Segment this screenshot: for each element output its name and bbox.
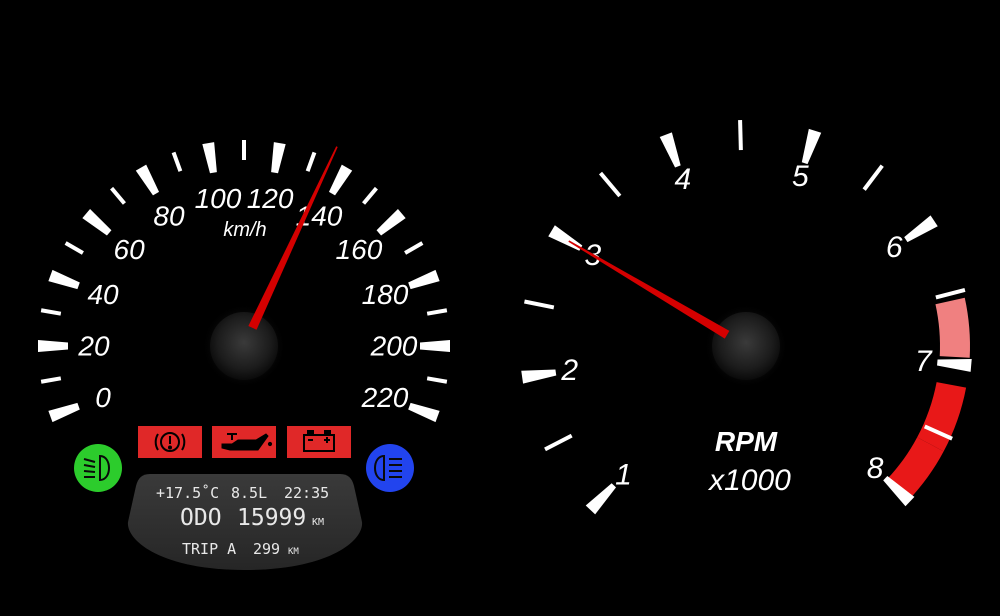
trip-value: 299 (253, 540, 280, 558)
speedometer-minor-tick (404, 241, 424, 255)
trip-label: TRIP A (182, 540, 236, 558)
speedometer-major-tick (271, 142, 286, 174)
odometer-unit: KM (312, 517, 324, 528)
speedometer-minor-tick (426, 376, 448, 384)
speedometer-minor-tick (171, 151, 183, 172)
tachometer-label: 5 (792, 160, 809, 193)
trip-unit: KM (288, 547, 299, 557)
tachometer-needle-bar (568, 240, 730, 339)
tachometer-major-tick (937, 358, 972, 372)
speedometer-hub (210, 312, 278, 380)
low-beam-icon (83, 454, 110, 482)
speedometer-major-tick (202, 142, 217, 174)
high-beam-indicator (366, 444, 414, 492)
speedometer-label: 40 (87, 279, 119, 310)
battery-warning-icon (303, 430, 335, 452)
tachometer-major-tick (521, 369, 557, 384)
speedometer-label: 20 (77, 331, 110, 362)
speedometer-label: 220 (361, 382, 409, 413)
speedometer-needle-bar (248, 146, 338, 330)
tachometer-label: 2 (560, 354, 578, 387)
tachometer-minor-tick (738, 120, 743, 151)
speedometer-minor-tick (305, 151, 317, 172)
tachometer-minor-tick (524, 299, 555, 310)
redline-segment (917, 382, 967, 452)
tachometer-needle (568, 240, 730, 339)
tachometer-minor-tick (598, 171, 622, 198)
battery-warning-light (287, 426, 351, 458)
high-beam-icon (374, 454, 402, 482)
speedometer-minor-tick (40, 308, 62, 316)
speedometer-label: 180 (362, 279, 409, 310)
redline-segment (935, 297, 970, 358)
tachometer-label: 4 (674, 163, 691, 196)
odometer-value: 15999 (237, 505, 306, 531)
warning-lights (138, 426, 351, 458)
rpm-multiplier: x1000 (707, 464, 791, 497)
speedometer-needle (248, 146, 338, 330)
tachometer-major-tick (585, 483, 617, 515)
speedometer-minor-tick (426, 308, 448, 316)
speedometer-minor-tick (64, 241, 84, 255)
brake-warning-icon (154, 432, 186, 452)
redline-segment (886, 437, 944, 501)
speedometer-major-tick (135, 164, 160, 196)
speedometer-major-tick (328, 164, 353, 196)
tachometer-major-tick (801, 128, 822, 165)
speedometer-minor-tick (110, 186, 126, 205)
speedometer-ticks (38, 140, 450, 423)
tachometer-label: 7 (915, 345, 933, 378)
speedometer-major-tick (376, 208, 406, 236)
speedometer-minor-tick (242, 140, 246, 160)
tachometer-minor-tick (862, 164, 884, 191)
tachometer-label: 1 (615, 459, 632, 492)
tachometer-major-tick (659, 132, 681, 168)
fuel-readout: 8.5L (231, 484, 267, 502)
low-beam-indicator (74, 444, 122, 492)
tachometer-minor-tick (935, 288, 966, 300)
temperature-readout: +17.5˚C (156, 484, 219, 502)
info-display: +17.5˚C 8.5L 22:35 ODO 15999 KM TRIP A 2… (127, 474, 363, 570)
tachometer-label: 8 (867, 452, 884, 485)
speedometer-major-tick (38, 340, 68, 352)
tachometer-major-tick (883, 475, 915, 507)
speedometer-label: 160 (336, 234, 383, 265)
speedometer-label: 100 (195, 183, 242, 214)
tachometer-major-tick (904, 215, 938, 243)
speedometer-label: 0 (95, 382, 111, 413)
speedometer-minor-tick (40, 376, 62, 384)
tachometer-minor-tick (544, 433, 573, 452)
tachometer-hub (712, 312, 780, 380)
oil-pressure-icon (221, 433, 273, 451)
info-display-panel (127, 474, 363, 570)
rpm-title: RPM (715, 426, 778, 457)
speedometer-label: 80 (153, 201, 185, 232)
tachometer-minor-tick (923, 424, 953, 441)
speed-unit-label: km/h (223, 219, 266, 241)
speedometer-major-tick (408, 269, 440, 290)
tachometer-redline-zone (886, 297, 970, 501)
speedometer-label: 60 (114, 234, 146, 265)
speedometer-major-tick (408, 402, 440, 423)
speedometer-major-tick (48, 402, 80, 423)
speedometer-label: 120 (247, 183, 294, 214)
speedometer-label: 200 (370, 331, 418, 362)
odometer-label: ODO (180, 505, 222, 531)
tachometer-gauge: 12345678 RPM x1000 (521, 120, 972, 515)
tachometer-label: 6 (886, 231, 903, 264)
clock-readout: 22:35 (284, 484, 329, 502)
speedometer-major-tick (82, 208, 112, 236)
speedometer-major-tick (420, 340, 450, 352)
tachometer-ticks (521, 120, 972, 515)
speedometer-minor-tick (362, 186, 378, 205)
speedometer-major-tick (48, 269, 80, 290)
